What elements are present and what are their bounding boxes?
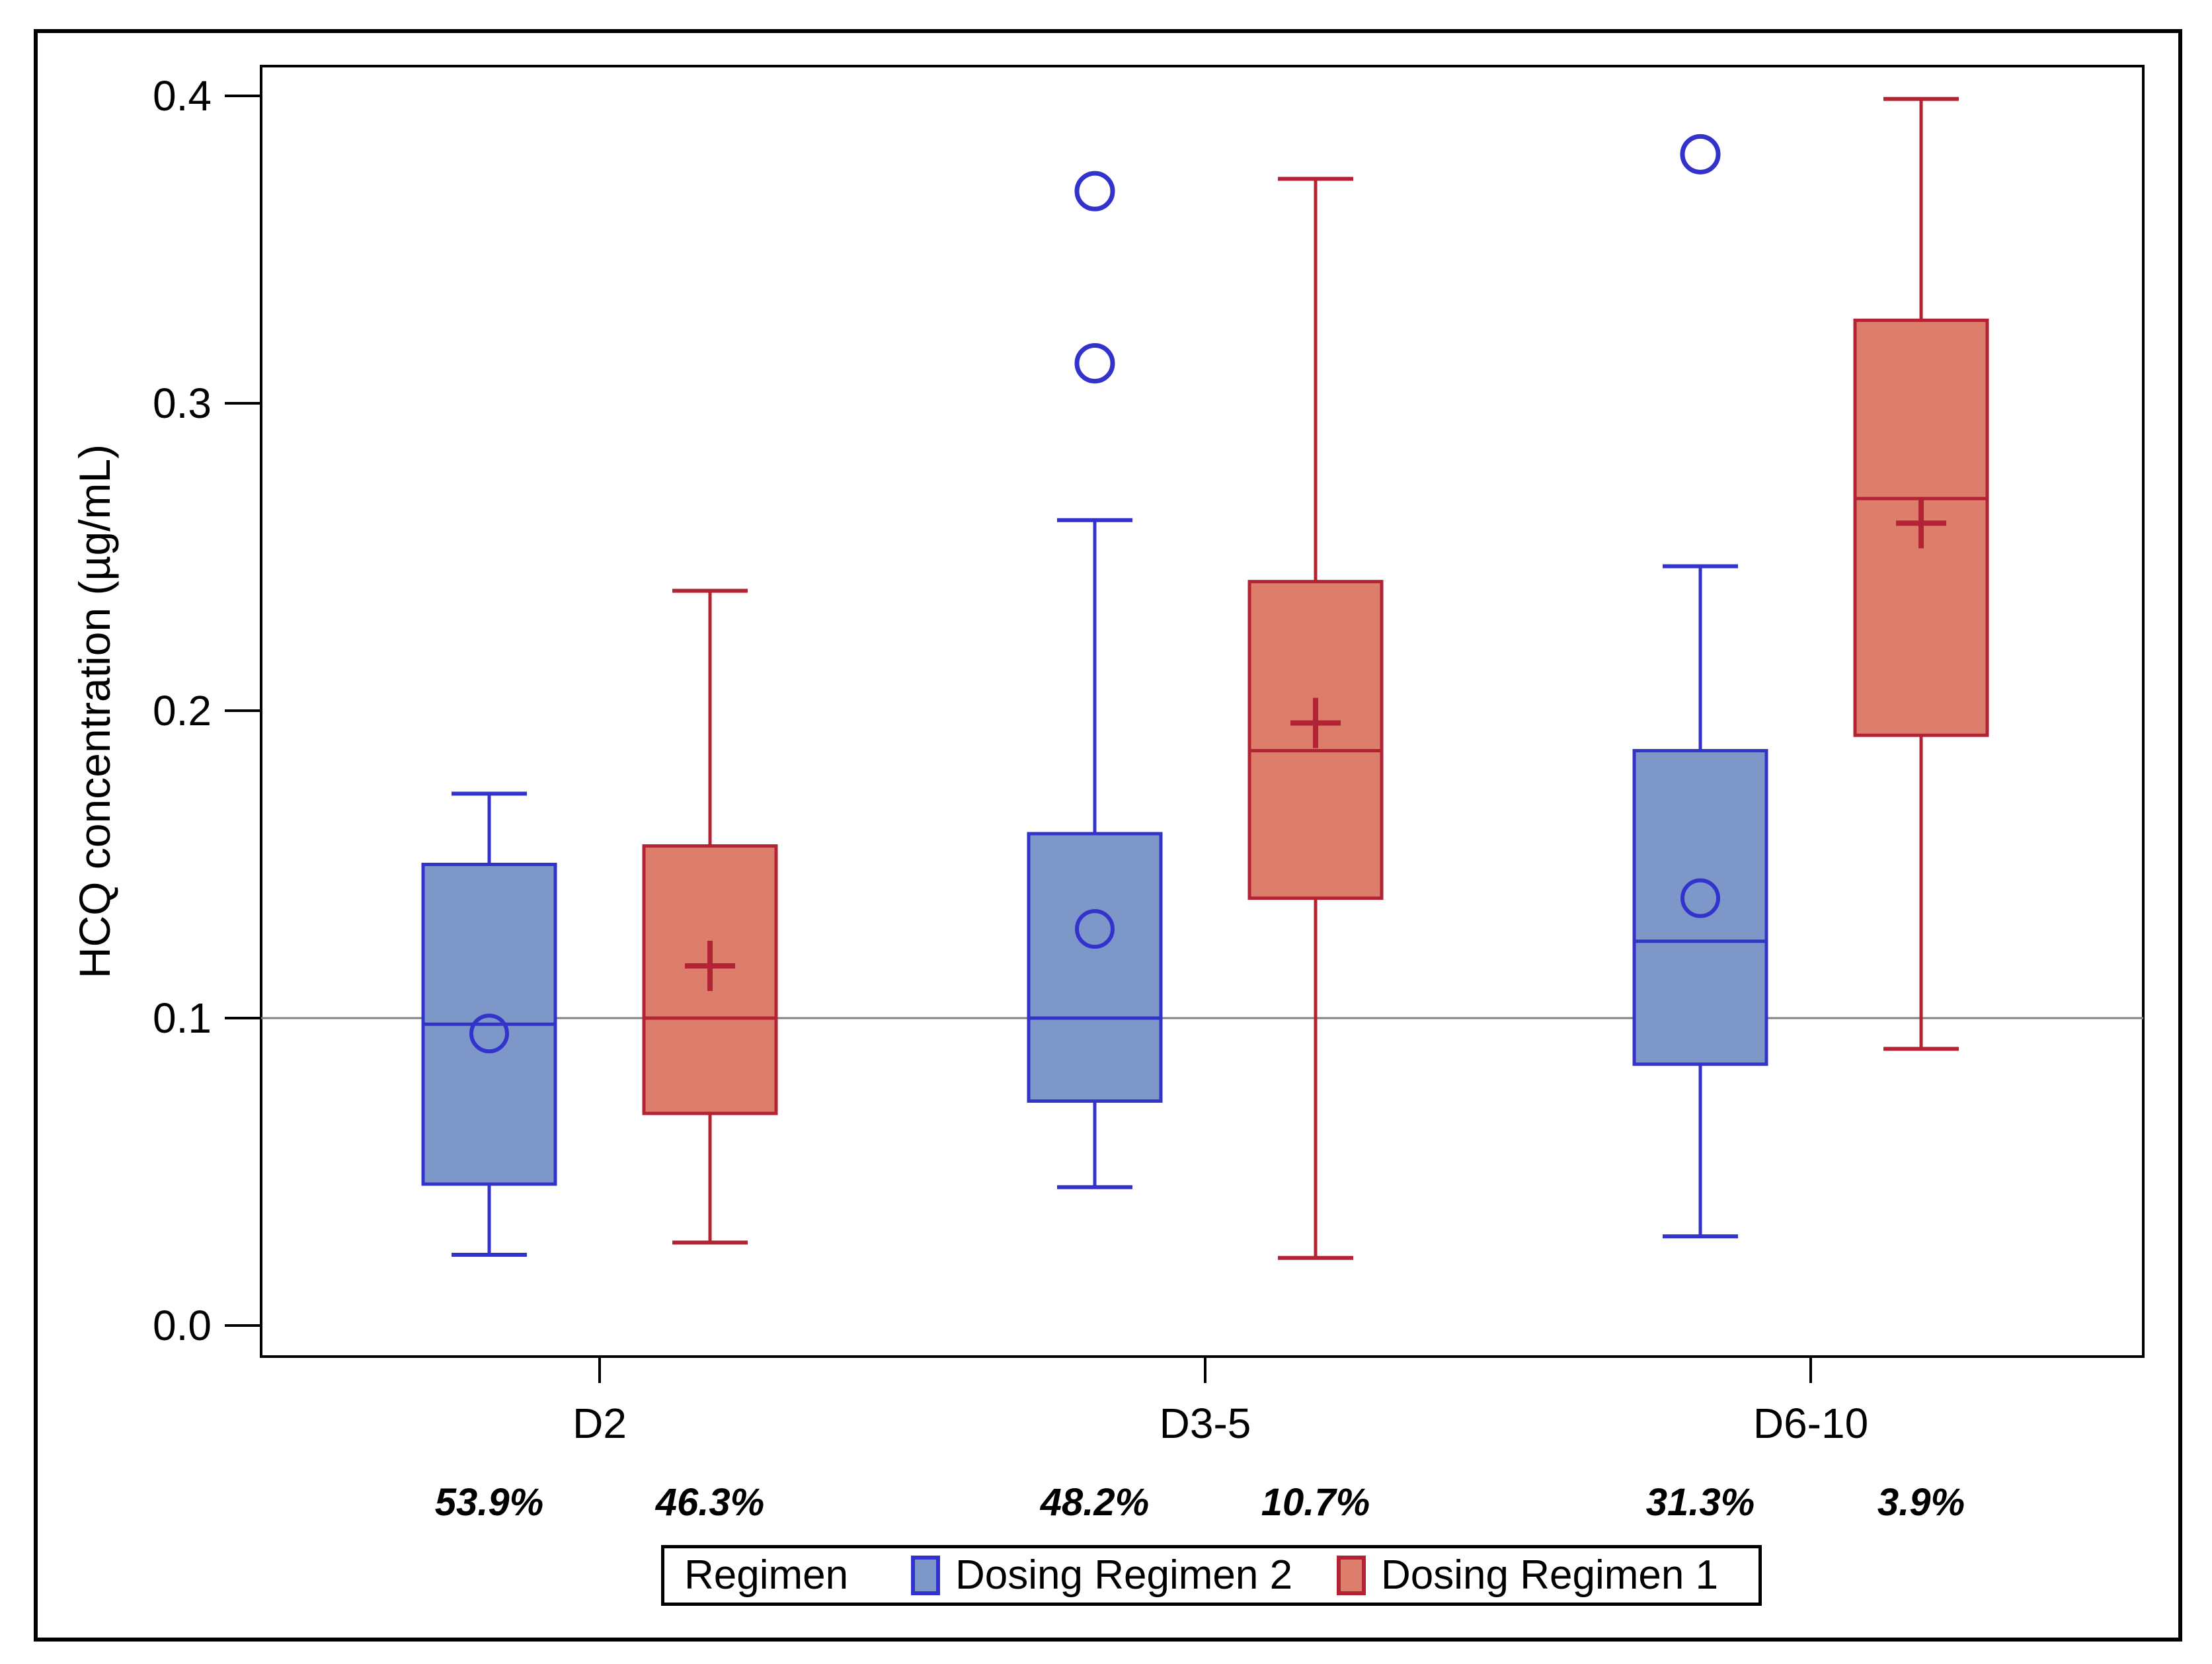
outlier-marker: [1074, 343, 1115, 384]
legend-box: Regimen Dosing Regimen 2 Dosing Regimen …: [661, 1545, 1762, 1606]
mean-circle-marker: [469, 1013, 509, 1054]
box-group-D6-10-dosing-regimen-2: [1632, 134, 1768, 1239]
mean-circle-marker: [1680, 878, 1720, 918]
iqr-box: [1027, 832, 1163, 1103]
pct-label: 10.7%: [1261, 1481, 1370, 1524]
box-group-D3-5-dosing-regimen-2: [1027, 171, 1163, 1189]
x-tick-label: D2: [573, 1400, 627, 1447]
plot-frame: [260, 65, 2145, 1358]
y-axis-title: HCQ concentration (µg/mL): [70, 444, 119, 978]
outlier-marker: [1680, 134, 1721, 175]
pct-label: 31.3%: [1646, 1481, 1755, 1524]
outlier-marker: [1074, 171, 1115, 212]
figure-border: [34, 29, 2182, 1642]
box-group-D6-10-dosing-regimen-1: [1853, 97, 1989, 1051]
y-tick-label: 0.2: [153, 687, 212, 734]
x-tick-label: D3-5: [1160, 1400, 1251, 1447]
y-tick-label: 0.1: [153, 994, 212, 1042]
box-group-D2-dosing-regimen-1: [642, 588, 778, 1245]
iqr-box: [1632, 748, 1768, 1066]
box-group-D3-5-dosing-regimen-1: [1247, 177, 1384, 1260]
legend-swatch-regimen2-icon: [911, 1556, 940, 1595]
x-tick-label: D6-10: [1753, 1400, 1868, 1447]
pct-label: 46.3%: [655, 1481, 764, 1524]
legend-label-regimen1: Dosing Regimen 1: [1381, 1552, 1719, 1598]
pct-label: 53.9%: [435, 1481, 543, 1524]
legend-label-regimen2: Dosing Regimen 2: [955, 1552, 1293, 1598]
legend-swatch-regimen1-icon: [1337, 1556, 1366, 1595]
y-tick-label: 0.0: [153, 1302, 212, 1349]
y-tick-label: 0.4: [153, 72, 212, 120]
box-group-D2-dosing-regimen-2: [421, 791, 557, 1257]
legend-title: Regimen: [684, 1552, 849, 1598]
iqr-box: [1247, 580, 1384, 900]
pct-label: 48.2%: [1040, 1481, 1149, 1524]
mean-circle-marker: [1075, 909, 1115, 949]
pct-label: 3.9%: [1877, 1481, 1965, 1524]
y-tick-label: 0.3: [153, 379, 212, 427]
